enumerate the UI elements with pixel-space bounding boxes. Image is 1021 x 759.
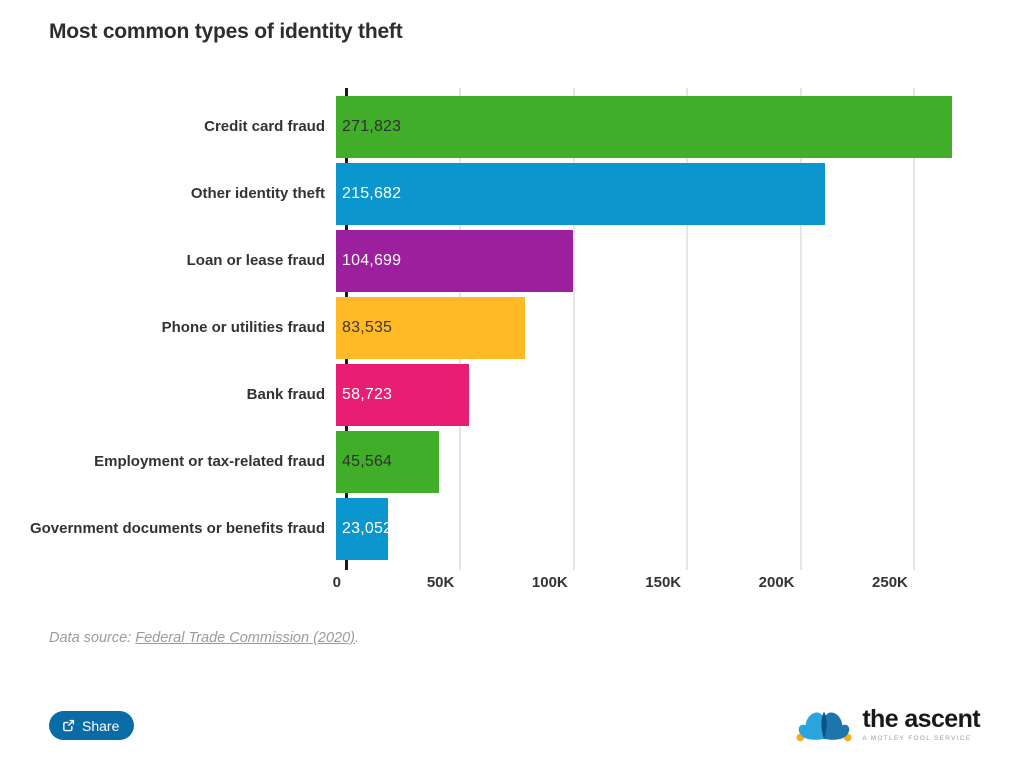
bar-rows: Credit card fraud 271,823 Other identity t… — [0, 96, 1021, 565]
logo-text-block: the ascent A MOTLEY FOOL SERVICE — [862, 704, 980, 742]
bar[interactable]: 271,823 — [336, 96, 953, 158]
bar[interactable]: 215,682 — [336, 163, 826, 225]
bar-track: 104,699 — [336, 230, 980, 292]
x-tick-label: 0 — [332, 574, 341, 591]
category-label: Employment or tax-related fraud — [94, 453, 325, 471]
x-tick-label: 100K — [531, 574, 568, 591]
bar-track: 271,823 — [336, 96, 980, 158]
category-label: Loan or lease fraud — [186, 252, 325, 270]
x-tick-label: 250K — [872, 574, 908, 591]
x-tick-label: 200K — [758, 574, 795, 591]
bar[interactable]: 83,535 — [336, 297, 526, 359]
bar-row: Other identity theft 215,682 — [0, 163, 1021, 225]
source-link[interactable]: Federal Trade Commission (2020) — [135, 630, 355, 646]
bar-value-label: 45,564 — [342, 453, 393, 470]
category-label: Other identity theft — [190, 185, 325, 203]
logo-name: the ascent — [862, 704, 980, 733]
x-tick-label: 50K — [426, 574, 455, 591]
gridline-250K — [912, 88, 915, 570]
x-tick-label: 150K — [645, 574, 682, 591]
data-source-suffix: . — [354, 630, 360, 646]
bar-track: 83,535 — [336, 297, 980, 359]
bar-track: 58,723 — [336, 364, 980, 426]
category-label: Credit card fraud — [204, 118, 325, 136]
gridline-200K — [799, 88, 802, 570]
bar-row: Government documents or benefits fraud 23… — [0, 498, 1021, 560]
category-label: Bank fraud — [246, 386, 325, 404]
bar-track: 45,564 — [336, 431, 980, 493]
share-icon — [62, 719, 75, 732]
bar-row: Credit card fraud 271,823 — [0, 96, 1021, 158]
bar-track: 23,052 — [336, 498, 980, 560]
share-button[interactable]: Share — [49, 711, 135, 740]
bar-row: Employment or tax-related fraud 45,564 — [0, 431, 1021, 493]
bar-value-label: 83,535 — [342, 319, 393, 336]
bar-chart: Credit card fraud 271,823 Other identity t… — [0, 88, 1021, 598]
bar-value-label: 271,823 — [342, 118, 402, 135]
bar[interactable]: 58,723 — [336, 364, 470, 426]
bar-value-label: 23,052 — [342, 520, 393, 537]
chart-title: Most common types of identity theft — [49, 20, 403, 43]
logo-tagline: A MOTLEY FOOL SERVICE — [862, 734, 972, 742]
gridline-100K — [572, 88, 575, 570]
bar-value-label: 104,699 — [342, 252, 402, 269]
data-source: Data source: Federal Trade Commission (2… — [49, 630, 359, 646]
data-source-prefix: Data source: — [49, 630, 136, 646]
bar[interactable]: 23,052 — [336, 498, 392, 560]
jester-hat-icon — [795, 699, 853, 749]
bar-value-label: 215,682 — [342, 185, 402, 202]
gridline-150K — [686, 88, 689, 570]
bar-row: Bank fraud 58,723 — [0, 364, 1021, 426]
x-axis-ticks: 0 50K 100K 150K 200K 250K — [333, 574, 990, 596]
bar[interactable]: 104,699 — [336, 230, 574, 292]
bar-value-label: 58,723 — [342, 386, 393, 403]
bar[interactable]: 45,564 — [336, 431, 440, 493]
bar-row: Loan or lease fraud 104,699 — [0, 230, 1021, 292]
category-label: Phone or utilities fraud — [161, 319, 325, 337]
bar-row: Phone or utilities fraud 83,535 — [0, 297, 1021, 359]
bar-track: 215,682 — [336, 163, 980, 225]
ascent-logo: the ascent A MOTLEY FOOL SERVICE — [795, 699, 981, 749]
share-button-label: Share — [82, 717, 120, 734]
category-label: Government documents or benefits fraud — [29, 520, 325, 538]
